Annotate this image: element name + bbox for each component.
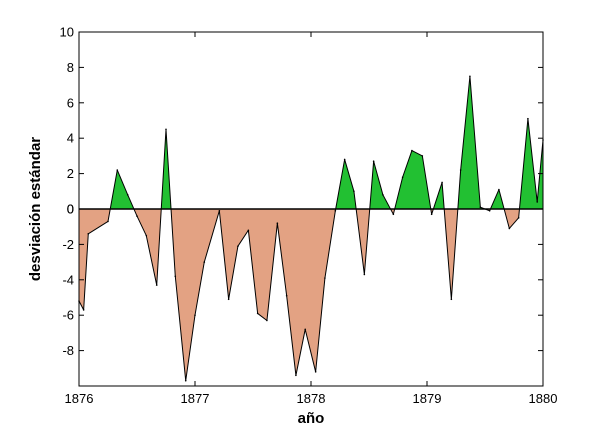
x-tick-label: 1878 [297, 391, 326, 406]
data-point [314, 371, 317, 373]
negative-area [79, 209, 543, 381]
data-point [392, 213, 395, 216]
data-point [450, 298, 453, 301]
data-point [459, 169, 462, 171]
y-axis-title: desviación estándar [27, 137, 44, 281]
data-point [203, 261, 206, 263]
data-point [276, 222, 279, 224]
data-point [174, 275, 177, 278]
data-point [469, 75, 471, 78]
y-tick-label: -2 [62, 237, 74, 252]
data-point [372, 160, 375, 163]
data-point [116, 169, 119, 171]
data-point [237, 245, 239, 247]
data-point [107, 220, 109, 223]
data-point [247, 229, 250, 232]
y-tick-label: -4 [62, 272, 74, 287]
data-point [285, 294, 288, 297]
data-point [536, 201, 538, 203]
data-point [411, 149, 413, 152]
data-point [401, 176, 404, 178]
data-point [266, 319, 268, 322]
data-point [87, 232, 90, 235]
y-tick-label: 2 [67, 166, 74, 181]
data-point [304, 328, 307, 331]
x-axis-title: año [298, 410, 325, 427]
y-tick-label: 6 [67, 95, 74, 110]
x-tick-label: 1876 [65, 391, 94, 406]
data-point [126, 194, 129, 196]
data-point [145, 234, 148, 237]
data-point [517, 217, 520, 219]
data-point [194, 314, 196, 317]
x-tick-label: 1879 [413, 391, 442, 406]
data-point [382, 194, 384, 196]
data-point [421, 155, 424, 157]
data-point [82, 309, 85, 311]
data-point [256, 312, 259, 315]
x-tick-label: 1880 [529, 391, 558, 406]
data-point [343, 158, 346, 161]
data-point [353, 190, 355, 193]
data-point [184, 379, 187, 382]
y-tick-label: -6 [62, 308, 74, 323]
data-point [363, 273, 366, 276]
data-point [165, 128, 167, 131]
data-point [498, 188, 500, 191]
y-tick-label: -8 [62, 343, 74, 358]
y-tick-label: 0 [67, 202, 74, 217]
data-point [441, 181, 443, 184]
y-tick-label: 4 [67, 131, 74, 146]
y-tick-label: 8 [67, 60, 74, 75]
y-tick-label: 0 [67, 202, 74, 217]
data-point [479, 206, 482, 209]
data-point [527, 117, 529, 120]
data-point [295, 374, 297, 377]
data-point [218, 209, 221, 212]
y-tick-label: 10 [60, 25, 74, 40]
data-point [508, 227, 511, 230]
data-point [334, 209, 337, 212]
data-point [324, 277, 326, 279]
data-point [155, 284, 158, 286]
x-tick-label: 1877 [181, 391, 210, 406]
data-point [488, 209, 491, 212]
plot-area [78, 75, 544, 382]
data-point [227, 298, 230, 301]
data-point [136, 215, 138, 217]
data-point [430, 213, 433, 216]
